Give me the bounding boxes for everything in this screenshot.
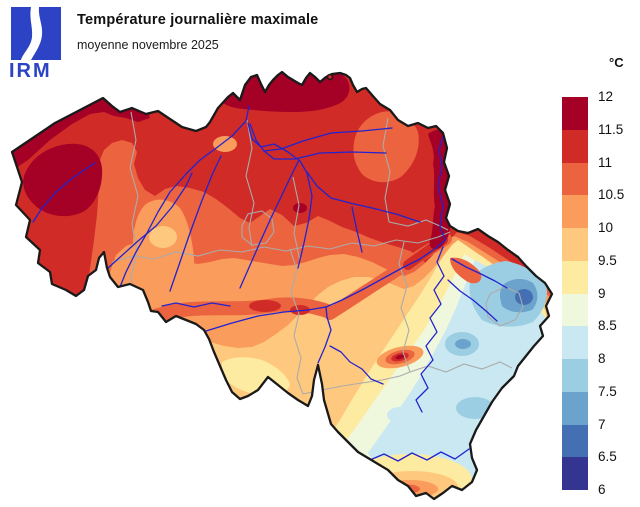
river-vesdre xyxy=(451,258,508,289)
province-border-antwerp-limburg xyxy=(382,117,391,223)
river-sambre xyxy=(205,306,327,332)
region-blue-spot xyxy=(455,339,471,349)
river-rupel xyxy=(247,122,301,162)
province-border-eastflanders-antwerp xyxy=(245,119,255,247)
baarle-hertog-enclave xyxy=(326,73,334,81)
region-vesdre-orange-tongue xyxy=(450,257,482,284)
region-antwerp-dark-red xyxy=(222,72,350,112)
region-meuse-hotspot xyxy=(376,345,424,369)
river-nete-north xyxy=(249,123,393,152)
river-dijle xyxy=(297,160,313,269)
river-lesse xyxy=(329,345,384,385)
region-kempen-orange xyxy=(353,111,419,183)
rivers xyxy=(32,105,508,462)
irm-logo-text: IRM xyxy=(9,60,52,79)
region-west-flanders-dark-red xyxy=(23,143,103,217)
province-border-hainaut-namur xyxy=(289,248,304,395)
province-border-limburg-liege xyxy=(388,219,449,231)
region-light-blue-spot xyxy=(387,407,413,423)
hotspot-core xyxy=(395,354,405,360)
river-ambleve xyxy=(447,279,498,322)
irm-logo: IRM xyxy=(9,7,61,79)
river-yser xyxy=(32,162,96,223)
irm-logo-right-shape xyxy=(31,7,61,60)
province-border-east-cantons xyxy=(485,286,524,327)
region-namur-red-spot xyxy=(290,305,310,315)
river-meuse xyxy=(317,136,446,364)
page-title: Température journalière maximale xyxy=(77,12,319,28)
river-senne xyxy=(239,159,300,289)
region-pajottenland-core xyxy=(149,226,177,248)
temperature-field xyxy=(12,72,552,499)
page-subtitle: moyenne novembre 2025 xyxy=(77,38,219,52)
river-demer xyxy=(306,171,421,223)
province-border-west-east-flanders xyxy=(129,111,139,293)
region-charleroi-red-spot xyxy=(249,300,281,312)
river-gete xyxy=(351,206,363,253)
river-haine xyxy=(161,302,231,308)
province-border-brussels-ring xyxy=(241,210,275,246)
river-dender xyxy=(169,155,222,292)
region-coast-dark-red-strip xyxy=(12,95,150,168)
region-deep-blue-core xyxy=(515,289,533,305)
region-hageland-dark-spot xyxy=(293,203,307,213)
irm-logo-left-shape xyxy=(11,7,33,60)
province-border-namur-liege xyxy=(398,241,411,373)
region-ghent-patch xyxy=(213,136,237,152)
province-border-flanders-wallonia xyxy=(111,231,451,263)
river-scheldt xyxy=(117,105,250,293)
belgium-outline xyxy=(10,70,554,501)
province-border-brabant-limburg xyxy=(292,176,301,262)
province-borders xyxy=(111,111,524,395)
river-nete-south xyxy=(263,150,387,160)
river-ourthe xyxy=(415,246,445,413)
